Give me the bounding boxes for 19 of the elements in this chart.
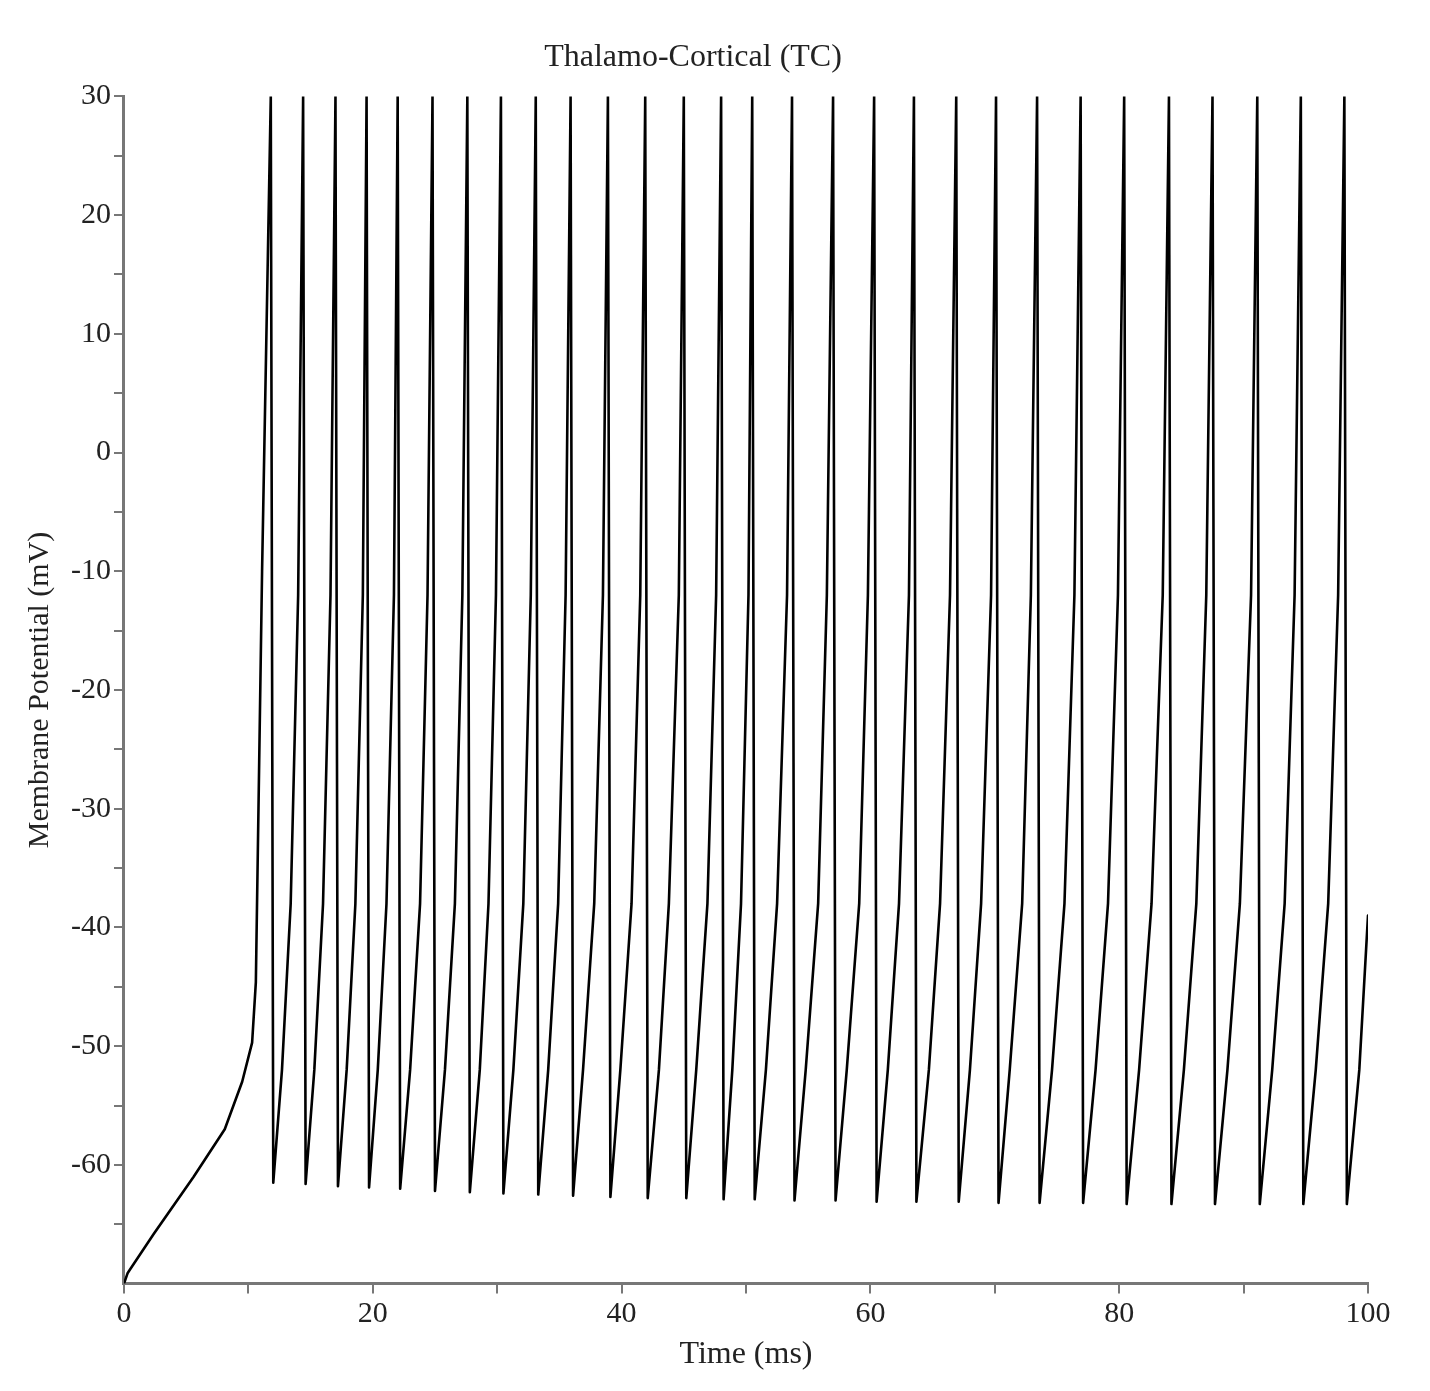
x-tick-label: 60 (855, 1295, 886, 1329)
y-tick-label: -30 (70, 789, 111, 823)
x-tick-label: 40 (606, 1295, 637, 1329)
x-tick-label: 100 (1345, 1295, 1391, 1329)
x-tick-label: 20 (357, 1295, 388, 1329)
y-tick-label: -10 (70, 552, 111, 586)
y-axis-title: Membrane Potential (mV) (20, 531, 55, 849)
y-tick-label: 0 (95, 433, 111, 467)
x-axis-title: Time (ms) (679, 1334, 813, 1371)
x-tick-label: 0 (116, 1295, 132, 1329)
y-tick-label: -20 (70, 670, 111, 704)
y-tick-label: -50 (70, 1027, 111, 1061)
y-tick-label: -60 (70, 1145, 111, 1179)
y-tick-label: 30 (80, 77, 111, 111)
y-tick-label: 10 (80, 314, 111, 348)
x-tick-label: 80 (1104, 1295, 1135, 1329)
chart-title: Thalamo-Cortical (TC) (544, 36, 842, 73)
y-tick-label: -40 (70, 908, 111, 942)
y-tick-label: 20 (80, 195, 111, 229)
